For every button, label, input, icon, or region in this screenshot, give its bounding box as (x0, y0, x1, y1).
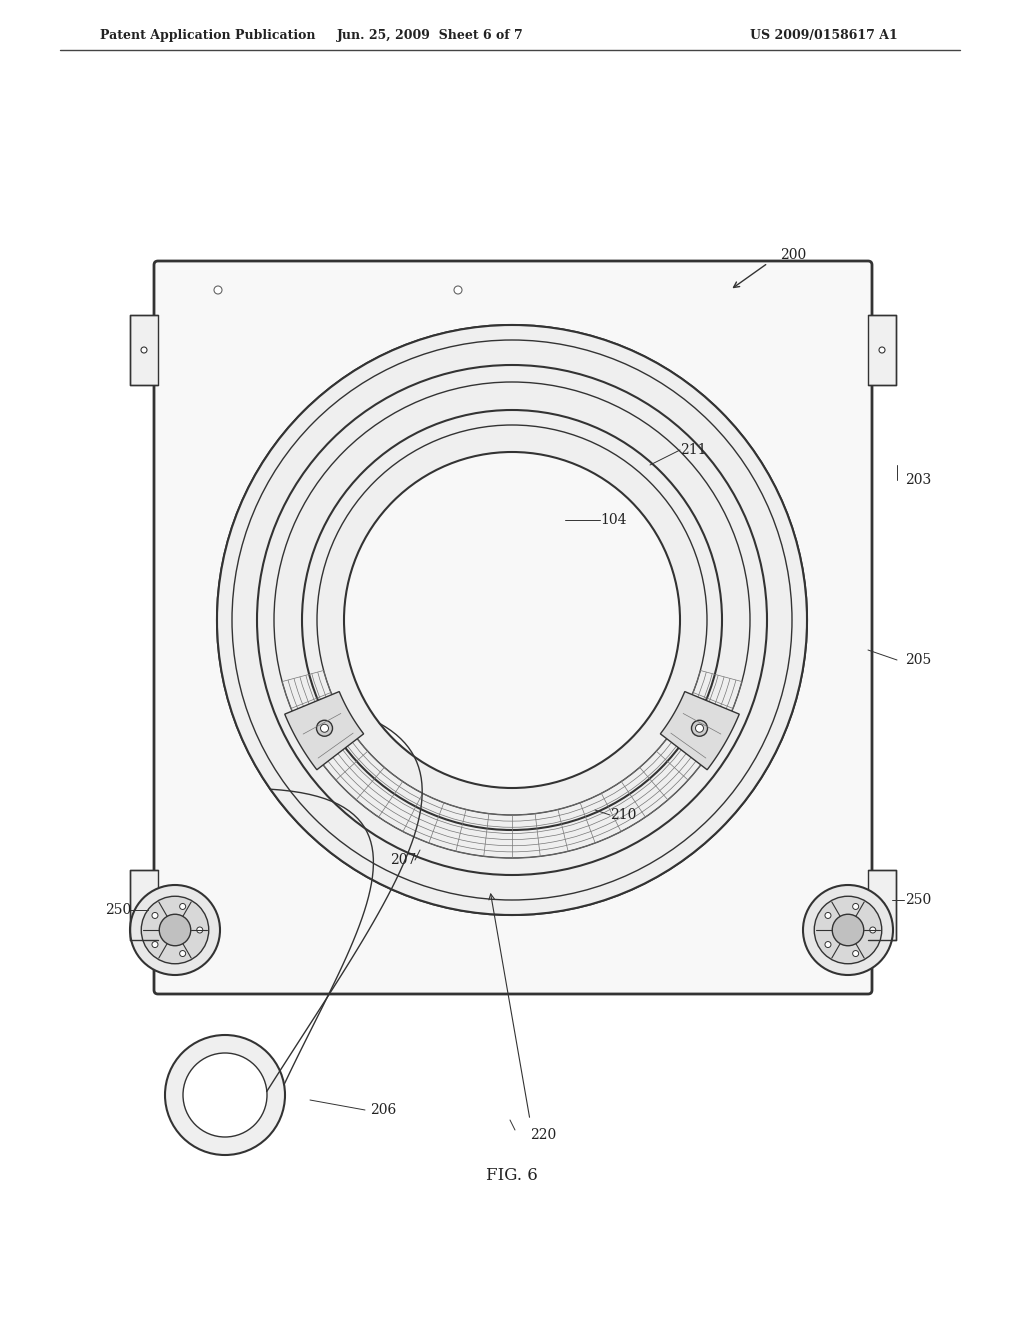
Circle shape (695, 725, 703, 733)
Circle shape (869, 927, 876, 933)
Circle shape (141, 347, 147, 352)
Text: 200: 200 (780, 248, 806, 261)
Circle shape (814, 896, 882, 964)
Text: 206: 206 (370, 1104, 396, 1117)
Text: 220: 220 (530, 1129, 556, 1142)
Circle shape (691, 721, 708, 737)
Circle shape (141, 896, 209, 964)
Circle shape (316, 721, 333, 737)
Text: 207: 207 (390, 853, 417, 867)
Text: Jun. 25, 2009  Sheet 6 of 7: Jun. 25, 2009 Sheet 6 of 7 (337, 29, 523, 41)
Circle shape (825, 912, 831, 919)
Text: 211: 211 (680, 444, 707, 457)
Text: 210: 210 (610, 808, 636, 822)
FancyBboxPatch shape (154, 261, 872, 994)
Circle shape (197, 927, 203, 933)
Circle shape (825, 941, 831, 948)
Circle shape (321, 725, 329, 733)
Text: 205: 205 (905, 653, 931, 667)
Circle shape (179, 903, 185, 909)
Circle shape (344, 451, 680, 788)
Circle shape (152, 941, 158, 948)
Circle shape (879, 902, 885, 908)
Circle shape (165, 1035, 285, 1155)
Bar (130, 315, 158, 385)
Circle shape (152, 912, 158, 919)
Circle shape (879, 347, 885, 352)
Text: 104: 104 (600, 513, 627, 527)
Text: Patent Application Publication: Patent Application Publication (100, 29, 315, 41)
Circle shape (179, 950, 185, 957)
Circle shape (214, 286, 222, 294)
Circle shape (141, 902, 147, 908)
Circle shape (454, 286, 462, 294)
Text: FIG. 6: FIG. 6 (486, 1167, 538, 1184)
Polygon shape (285, 692, 364, 770)
Circle shape (130, 884, 220, 975)
Circle shape (803, 884, 893, 975)
Text: 250: 250 (105, 903, 131, 917)
Text: 203: 203 (905, 473, 931, 487)
Bar (130, 870, 158, 940)
Text: US 2009/0158617 A1: US 2009/0158617 A1 (750, 29, 898, 41)
Bar (868, 315, 896, 385)
Circle shape (853, 950, 859, 957)
Circle shape (853, 903, 859, 909)
Circle shape (833, 915, 864, 945)
Circle shape (160, 915, 190, 945)
Circle shape (183, 1053, 267, 1137)
Text: 250: 250 (905, 894, 931, 907)
Polygon shape (660, 692, 739, 770)
Circle shape (217, 325, 807, 915)
Bar (868, 870, 896, 940)
